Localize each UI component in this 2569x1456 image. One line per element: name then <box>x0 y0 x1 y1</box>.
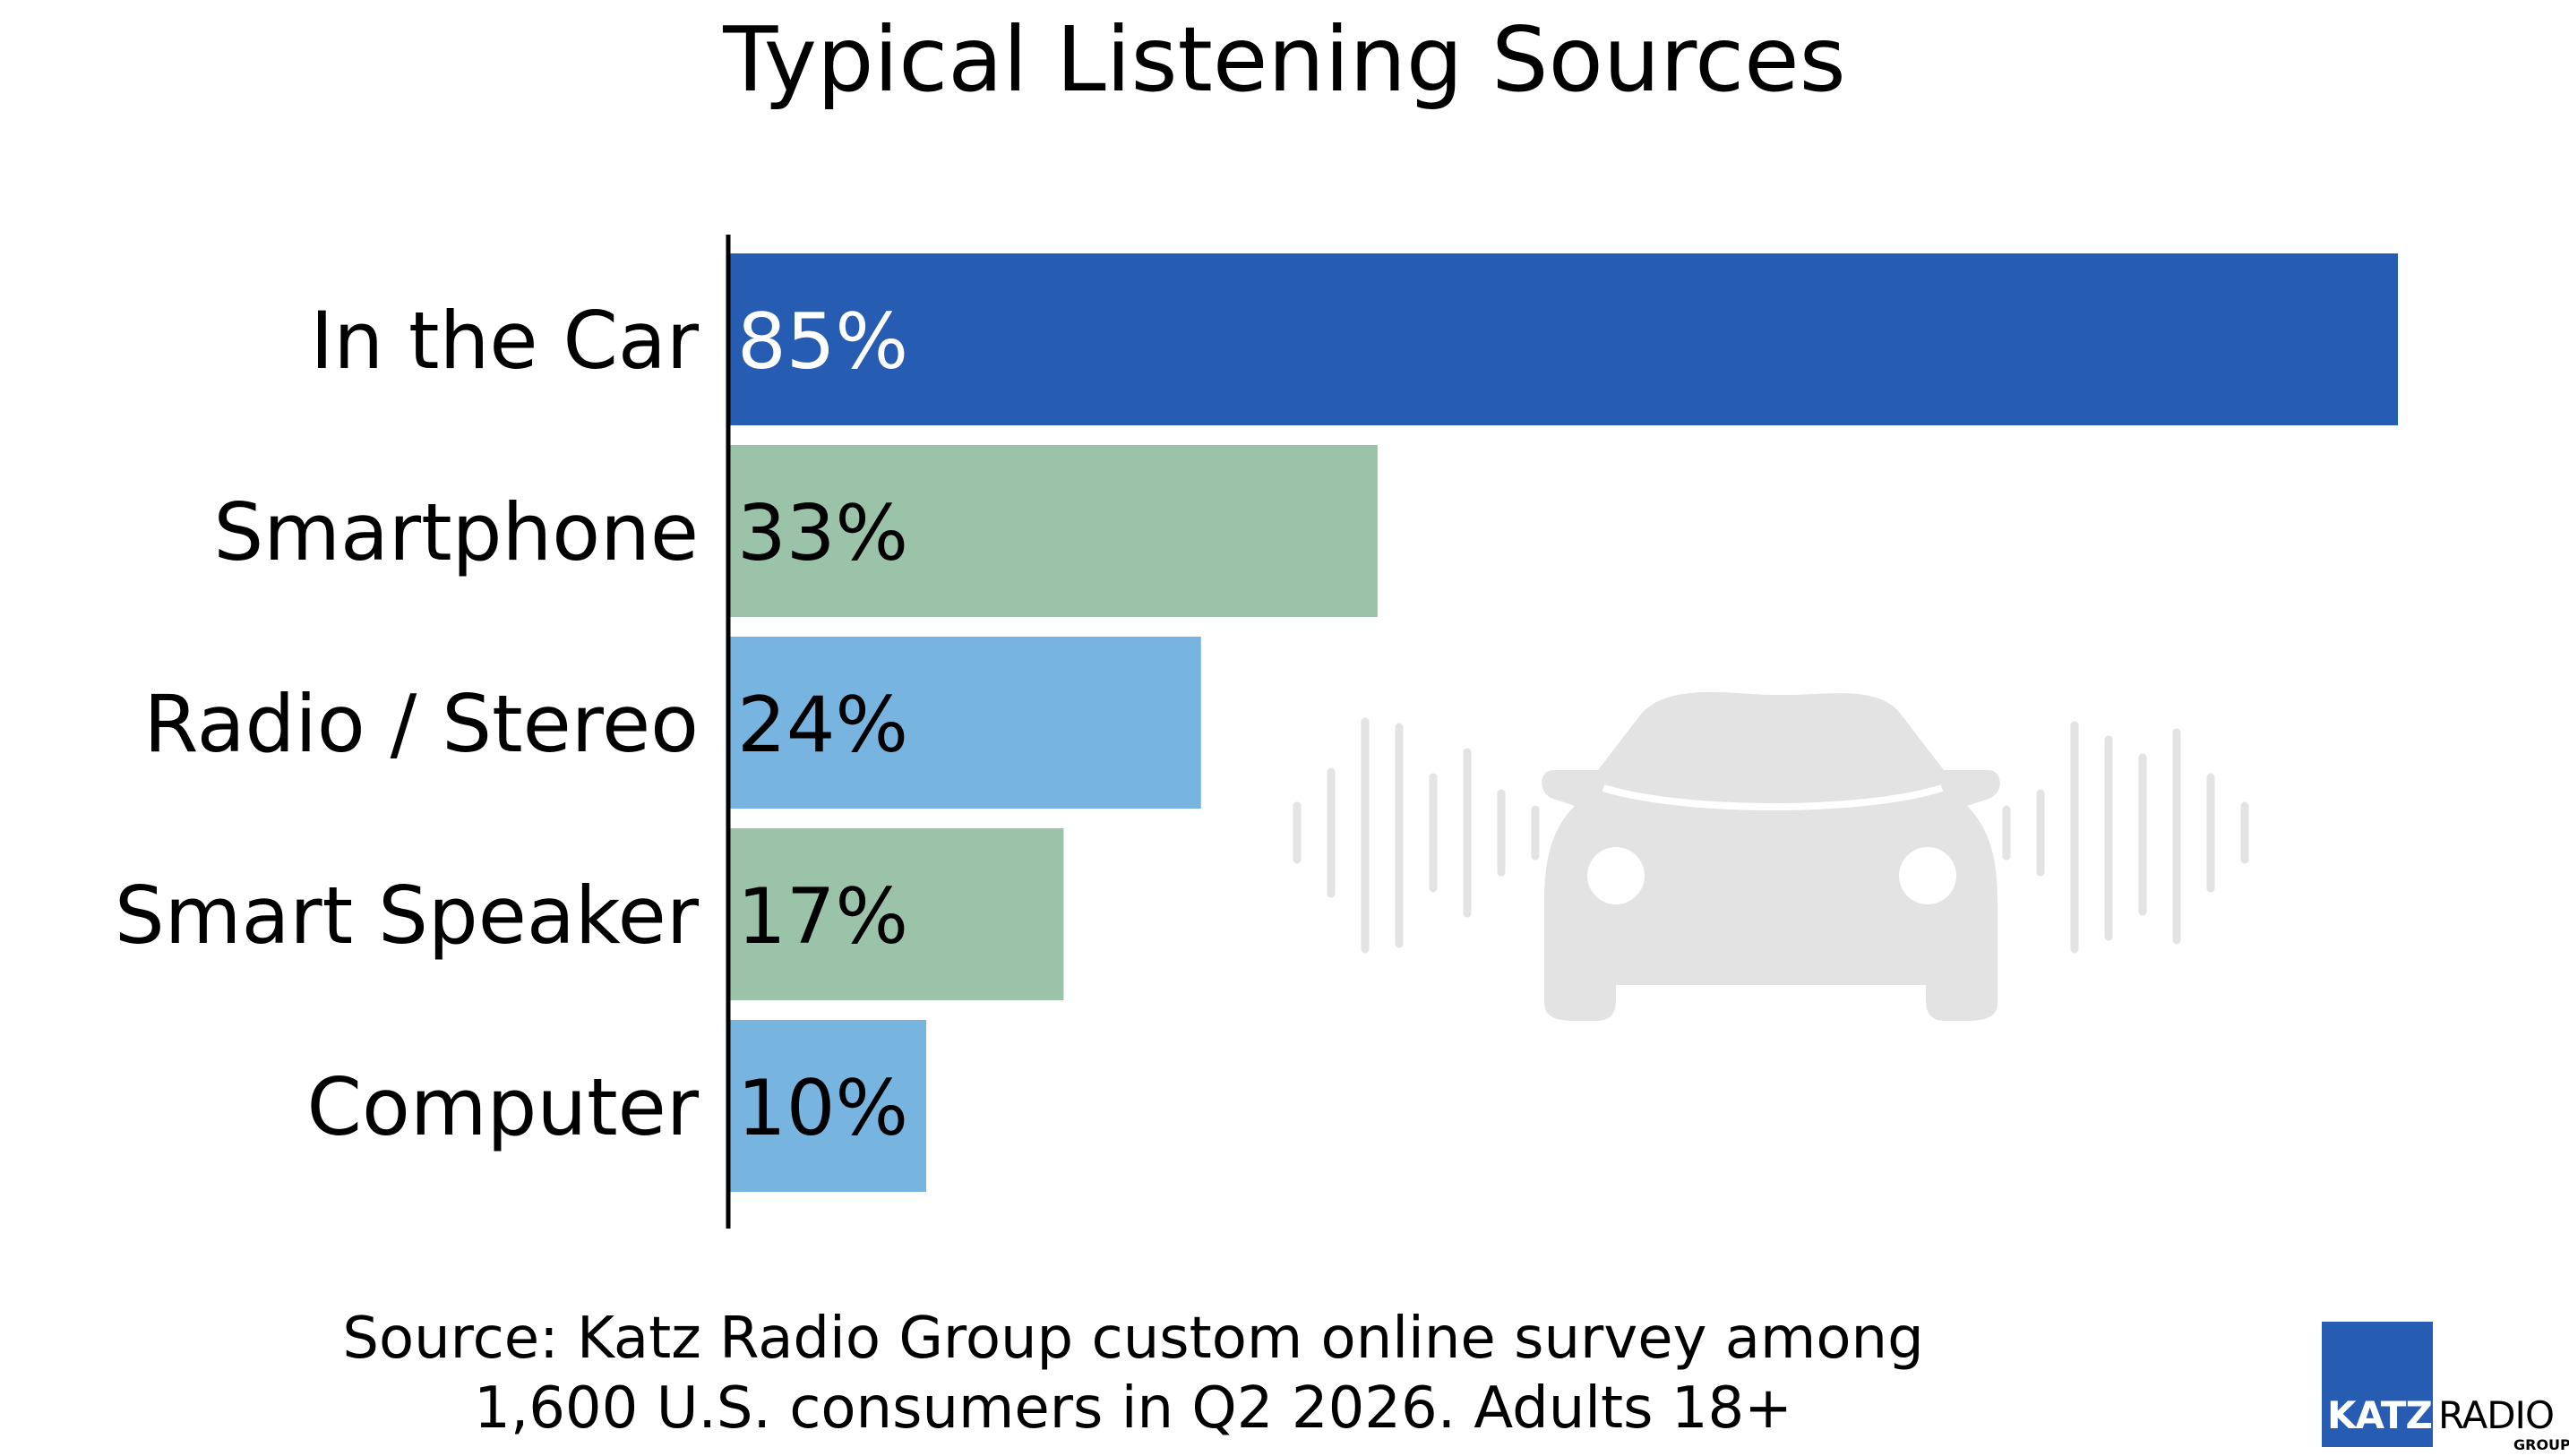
value-label-smart-speaker: 17% <box>737 872 908 962</box>
bar-computer <box>730 1020 927 1192</box>
sound-wave-icon <box>2002 721 2249 954</box>
bar-in-the-car <box>730 253 2398 425</box>
bar-smartphone <box>730 445 1378 617</box>
source-note: Source: Katz Radio Group custom online s… <box>0 1304 2266 1443</box>
category-label-smartphone: Smartphone <box>213 486 699 578</box>
value-label-computer: 10% <box>737 1064 908 1153</box>
logo-radio-text: RADIO <box>2438 1393 2555 1437</box>
category-label-computer: Computer <box>307 1061 700 1153</box>
category-axis-labels: In the Car Smartphone Radio / Stereo Smart … <box>115 295 700 1153</box>
source-note-line-1: Source: Katz Radio Group custom online s… <box>342 1306 1924 1372</box>
value-label-smartphone: 33% <box>737 489 908 578</box>
car-headlight-right <box>1899 847 1956 904</box>
category-label-in-the-car: In the Car <box>310 295 699 387</box>
car-body <box>1542 691 2000 1021</box>
value-labels: 85% 33% 24% 17% 10% <box>737 297 908 1153</box>
car-headlight-left <box>1587 847 1645 904</box>
sound-wave-icon <box>1293 717 1540 954</box>
bar-smart-speaker <box>730 828 1064 1000</box>
category-label-smart-speaker: Smart Speaker <box>115 869 700 962</box>
car-with-sound-waves-illustration <box>1293 691 2249 1021</box>
category-label-radio-stereo: Radio / Stereo <box>143 678 699 770</box>
car-windshield-line <box>1602 784 1944 810</box>
bar-radio-stereo <box>730 637 1201 809</box>
logo-group-text: GROUP <box>2513 1436 2569 1453</box>
logo-block <box>2322 1322 2433 1447</box>
logo-katz-text: KATZ <box>2327 1393 2433 1437</box>
katz-radio-group-logo: KATZ RADIO GROUP <box>2322 1322 2569 1456</box>
source-note-line-2: 1,600 U.S. consumers in Q2 2026. Adults … <box>474 1375 1792 1442</box>
bar-group <box>730 253 2398 1192</box>
value-label-radio-stereo: 24% <box>737 681 908 770</box>
value-label-in-the-car: 85% <box>737 297 908 387</box>
car-front-icon <box>1542 691 2000 1021</box>
chart-title: Typical Listening Sources <box>723 7 1846 112</box>
